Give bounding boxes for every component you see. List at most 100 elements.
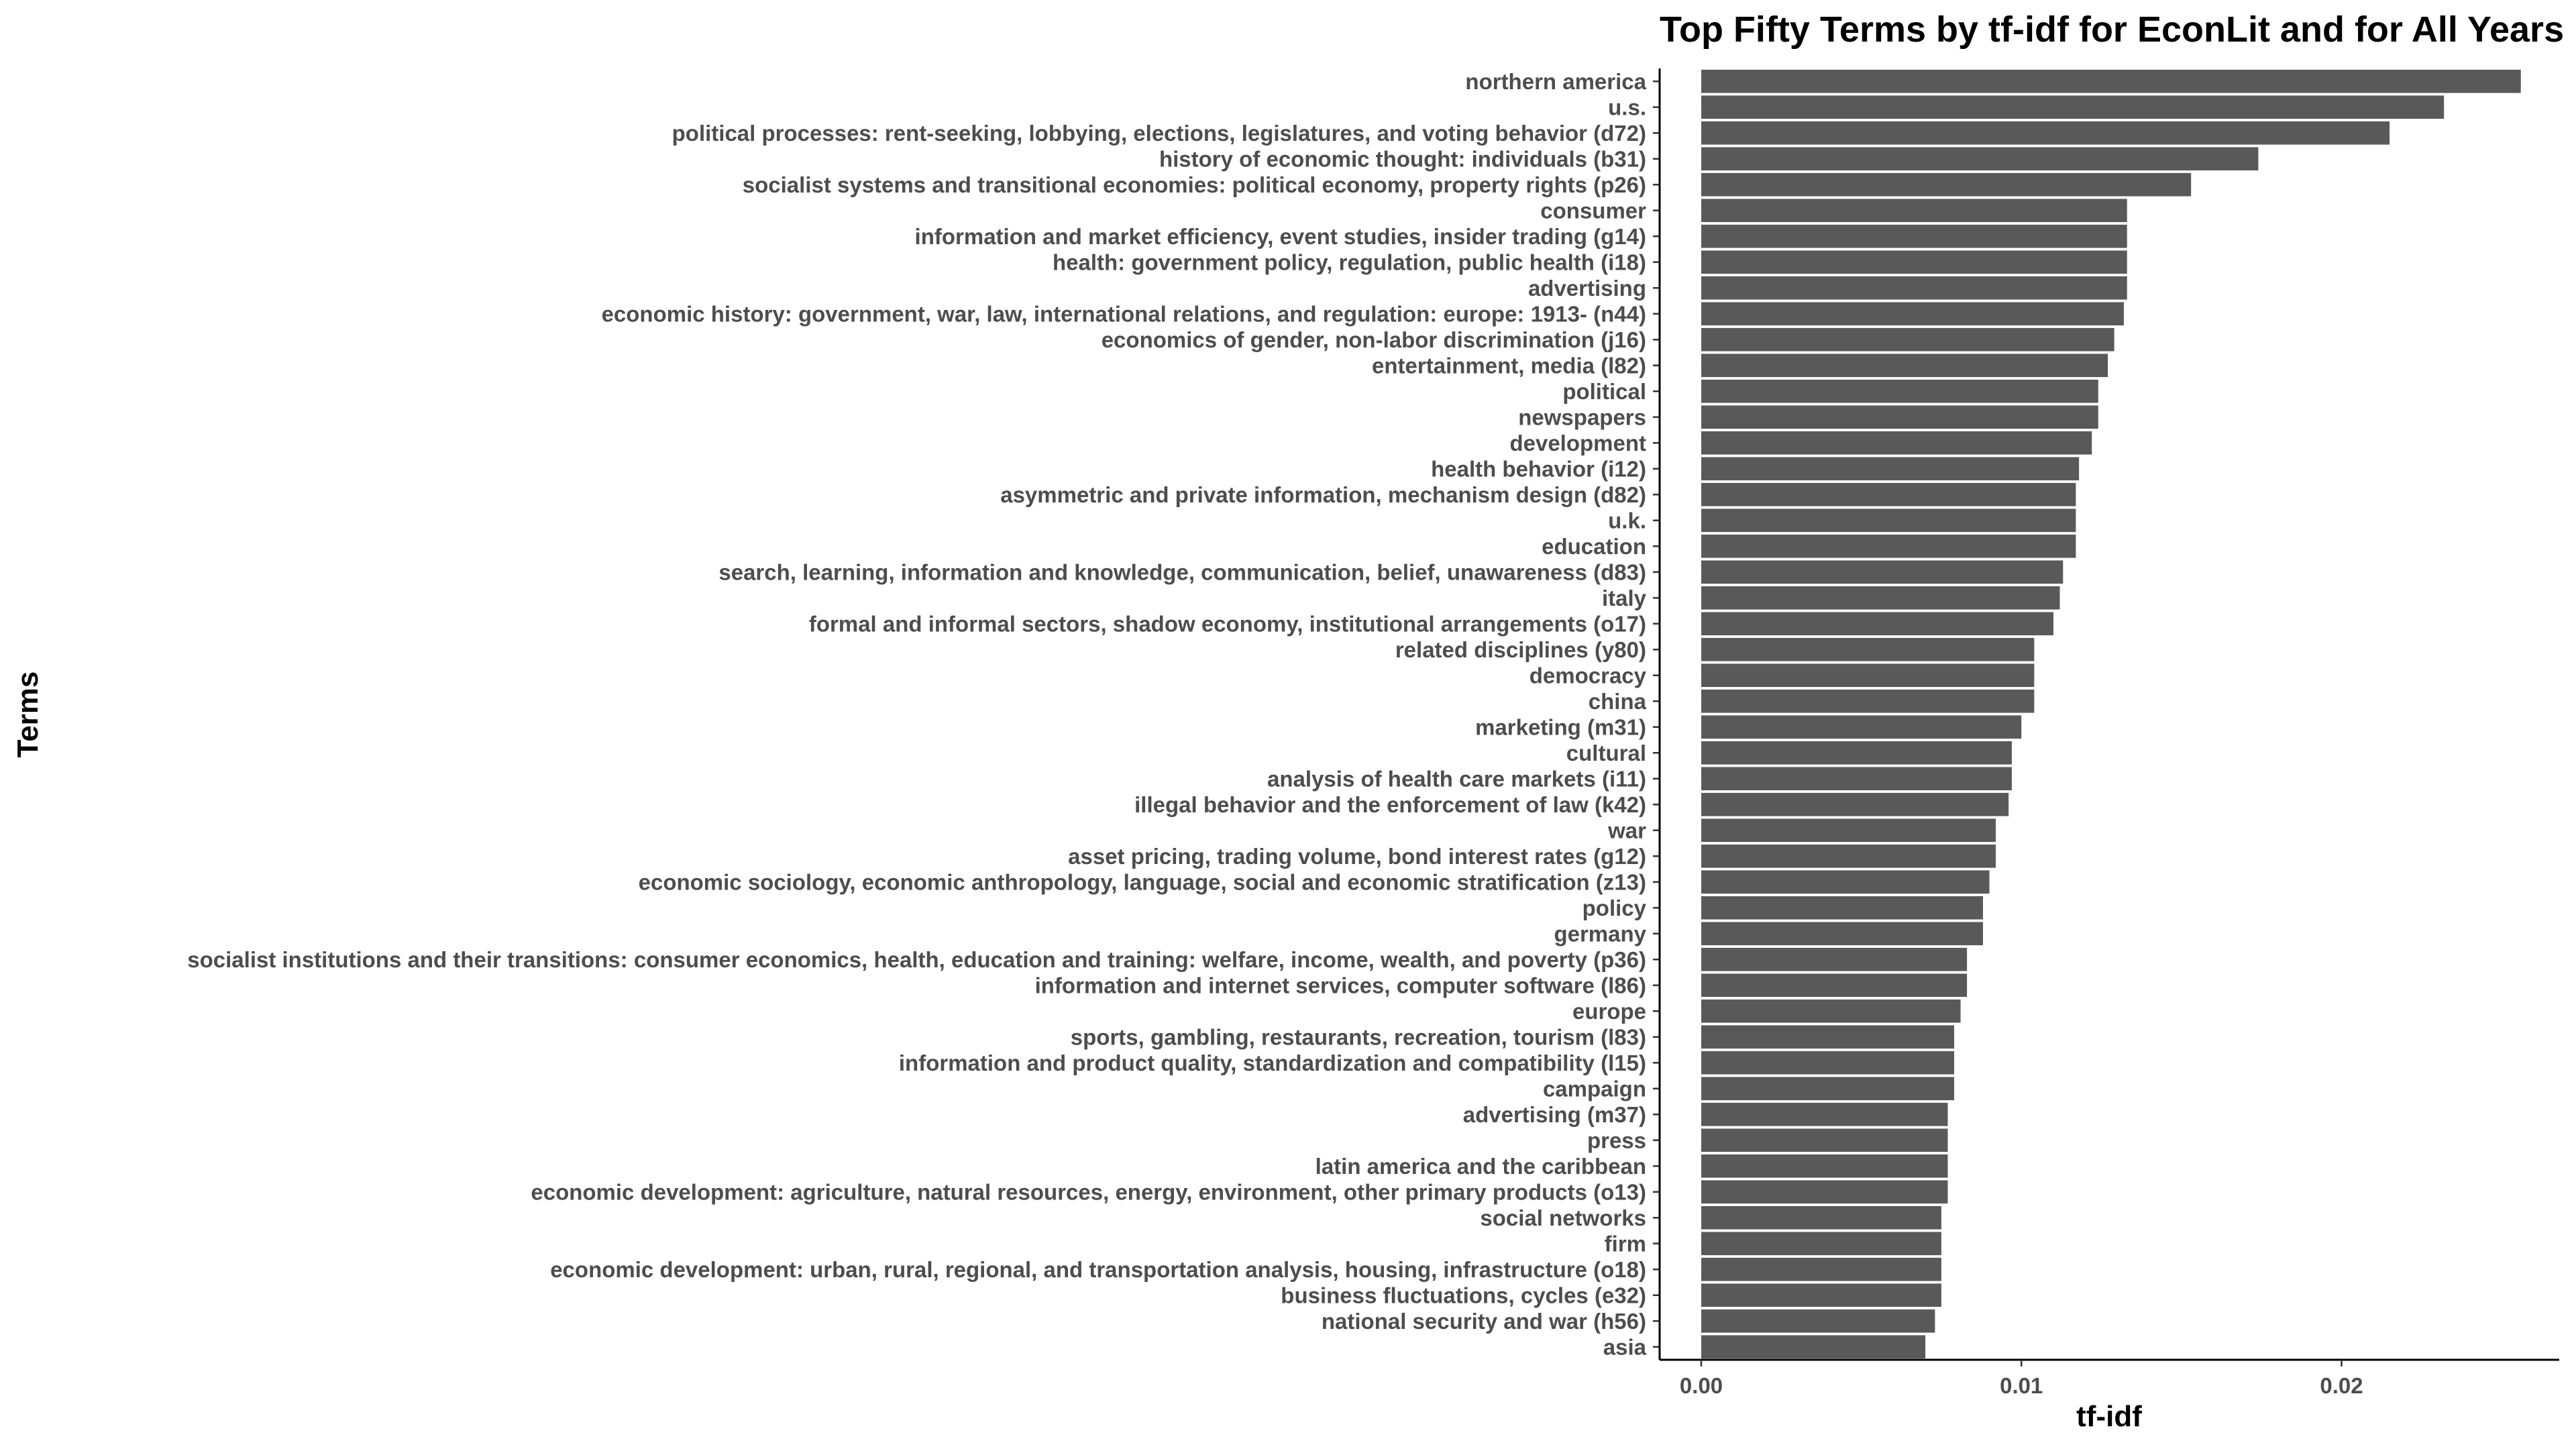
term-label: socialist systems and transitional econo… xyxy=(743,172,1646,197)
bar xyxy=(1701,818,1996,843)
bar xyxy=(1701,1077,1955,1101)
term-label: u.k. xyxy=(1608,508,1646,533)
bar xyxy=(1701,1154,1948,1178)
bars-group xyxy=(1701,69,2521,1359)
term-label: europe xyxy=(1572,999,1646,1024)
term-label: search, learning, information and knowle… xyxy=(718,559,1646,584)
term-label: economics of gender, non-labor discrimin… xyxy=(1102,327,1646,352)
bar xyxy=(1701,663,2035,688)
term-label: entertainment, media (l82) xyxy=(1372,353,1646,378)
bar xyxy=(1701,560,2063,584)
term-label: related disciplines (y80) xyxy=(1395,637,1646,662)
term-label: latin america and the caribbean xyxy=(1316,1154,1646,1179)
x-tick-label: 0.00 xyxy=(1680,1373,1723,1398)
term-label: information and market efficiency, event… xyxy=(915,224,1646,249)
bar xyxy=(1701,1205,1941,1230)
term-label: history of economic thought: individuals… xyxy=(1159,146,1646,171)
x-tick-label: 0.02 xyxy=(2320,1373,2363,1398)
bar xyxy=(1701,147,2259,171)
term-label: newspapers xyxy=(1518,405,1646,429)
bar xyxy=(1701,327,2114,352)
bar xyxy=(1701,534,2076,558)
term-label: asia xyxy=(1603,1334,1647,1359)
term-label: democracy xyxy=(1529,663,1647,688)
term-label: firm xyxy=(1605,1231,1646,1256)
bar xyxy=(1701,199,2127,223)
term-label: sports, gambling, restaurants, recreatio… xyxy=(1071,1024,1646,1049)
term-label: political xyxy=(1562,379,1646,404)
term-label: asymmetric and private information, mech… xyxy=(1000,482,1646,507)
term-label: economic sociology, economic anthropolog… xyxy=(639,869,1646,894)
bar xyxy=(1701,1283,1941,1307)
bar xyxy=(1701,172,2192,197)
term-label: formal and informal sectors, shadow econ… xyxy=(809,611,1646,636)
bar xyxy=(1701,767,2012,791)
bar xyxy=(1701,870,1990,894)
term-label: press xyxy=(1587,1128,1646,1152)
term-label: asset pricing, trading volume, bond inte… xyxy=(1068,844,1646,869)
y-axis-title: Terms xyxy=(11,672,44,758)
term-label: social networks xyxy=(1480,1205,1646,1230)
term-label: economic development: agriculture, natur… xyxy=(531,1179,1646,1204)
bar xyxy=(1701,1051,1955,1075)
term-label: illegal behavior and the enforcement of … xyxy=(1134,792,1646,817)
bar xyxy=(1701,482,2076,506)
term-label: information and internet services, compu… xyxy=(1035,973,1646,998)
term-label: economic development: urban, rural, regi… xyxy=(550,1257,1646,1282)
bar xyxy=(1701,1180,1948,1204)
term-label: campaign xyxy=(1543,1076,1646,1101)
x-ticks-group: 0.00 0.01 0.02 xyxy=(1680,1360,2363,1398)
term-label: advertising xyxy=(1528,276,1646,301)
bar xyxy=(1701,999,1961,1023)
term-label: war xyxy=(1607,818,1646,843)
term-label: information and product quality, standar… xyxy=(899,1051,1646,1075)
term-label: italy xyxy=(1602,586,1647,610)
term-label: political processes: rent-seeking, lobby… xyxy=(672,121,1646,146)
bar xyxy=(1701,637,2035,661)
bar xyxy=(1701,95,2445,119)
bar xyxy=(1701,922,1983,946)
bar xyxy=(1701,1309,1935,1333)
bar xyxy=(1701,379,2098,403)
term-label: advertising (m37) xyxy=(1463,1102,1646,1127)
term-label: northern america xyxy=(1465,69,1646,94)
term-label: health: government policy, regulation, p… xyxy=(1053,250,1646,274)
bar xyxy=(1701,250,2127,274)
bar xyxy=(1701,896,1983,920)
bar xyxy=(1701,715,2022,739)
term-label: business fluctuations, cycles (e32) xyxy=(1281,1283,1646,1307)
bar xyxy=(1701,405,2098,429)
term-label: economic history: government, war, law, … xyxy=(602,301,1646,326)
term-label: development xyxy=(1509,431,1646,455)
x-tick-label: 0.01 xyxy=(2000,1373,2043,1398)
term-label: health behavior (i12) xyxy=(1431,456,1646,481)
term-label: analysis of health care markets (i11) xyxy=(1267,766,1646,791)
bar xyxy=(1701,1335,1926,1359)
term-label: china xyxy=(1589,689,1647,714)
bar xyxy=(1701,431,2092,455)
bar xyxy=(1701,121,2390,145)
term-label: germany xyxy=(1554,921,1646,946)
bar xyxy=(1701,586,2060,610)
x-axis-title: tf-idf xyxy=(2076,1400,2142,1433)
bar xyxy=(1701,508,2076,533)
y-ticks-group xyxy=(1653,80,1660,1348)
bar xyxy=(1701,224,2127,248)
bar xyxy=(1701,741,2012,765)
bar xyxy=(1701,1025,1955,1049)
term-label: socialist institutions and their transit… xyxy=(187,947,1646,972)
bar xyxy=(1701,947,1968,971)
term-label: national security and war (h56) xyxy=(1322,1309,1646,1334)
term-label: policy xyxy=(1582,896,1647,920)
bar xyxy=(1701,302,2124,326)
bar xyxy=(1701,1102,1948,1126)
bar xyxy=(1701,973,1968,998)
term-label: cultural xyxy=(1566,741,1646,765)
term-label: consumer xyxy=(1540,198,1646,223)
bar xyxy=(1701,457,2080,481)
bar xyxy=(1701,276,2127,300)
bar xyxy=(1701,844,1996,868)
term-label: marketing (m31) xyxy=(1475,714,1646,739)
